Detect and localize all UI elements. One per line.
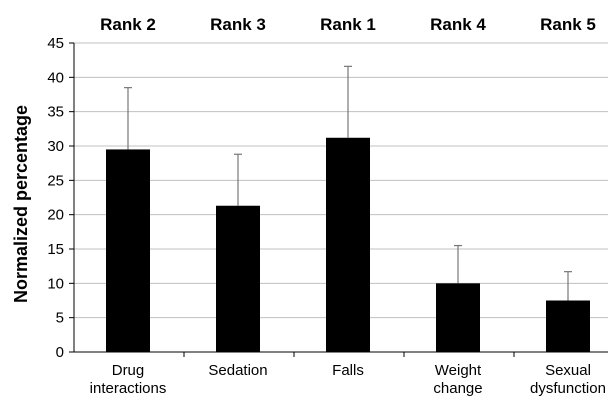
axes [69, 42, 608, 357]
x-tick-label: interactions [90, 380, 167, 397]
y-tick-label: 0 [56, 344, 64, 361]
x-tick-label: Weight [435, 362, 482, 379]
y-tick-labels: 0 5 10 15 20 25 30 35 40 45 [47, 35, 64, 361]
x-tick-label: Sexual [545, 362, 591, 379]
x-tick-label: dysfunction [530, 380, 606, 397]
x-tick-label: Drug [112, 362, 145, 379]
rank-labels: Rank 2 Rank 3 Rank 1 Rank 4 Rank 5 [100, 15, 596, 34]
x-tick-label: change [433, 380, 482, 397]
rank-label: Rank 5 [540, 15, 596, 34]
error-bars [124, 65, 572, 301]
y-tick-label: 35 [47, 104, 64, 121]
x-tick-label: Sedation [208, 362, 267, 379]
bar [216, 205, 260, 352]
bars [106, 137, 590, 352]
y-tick-label: 15 [47, 241, 64, 258]
bar [436, 283, 480, 352]
x-tick-label: Falls [332, 362, 364, 379]
y-axis-label: Normalized percentage [11, 105, 31, 303]
rank-label: Rank 1 [320, 15, 376, 34]
bar [326, 137, 370, 352]
y-tick-label: 20 [47, 207, 64, 224]
rank-label: Rank 3 [210, 15, 266, 34]
y-tick-label: 45 [47, 35, 64, 52]
bar [106, 149, 150, 352]
rank-label: Rank 4 [430, 15, 486, 34]
y-tick-label: 25 [47, 172, 64, 189]
rank-label: Rank 2 [100, 15, 156, 34]
y-tick-label: 30 [47, 138, 64, 155]
bar [546, 300, 590, 352]
y-tick-label: 10 [47, 275, 64, 292]
y-tick-label: 5 [56, 310, 64, 327]
y-tick-label: 40 [47, 69, 64, 86]
